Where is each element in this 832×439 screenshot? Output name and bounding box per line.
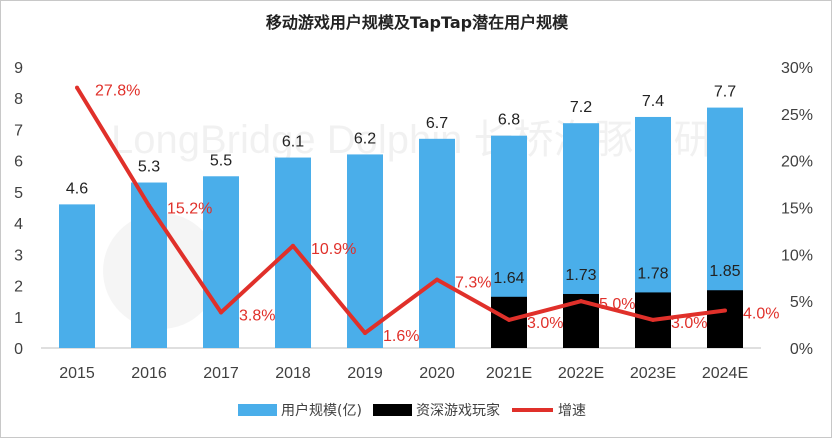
bar-label-core-players: 1.78 bbox=[637, 265, 668, 282]
right-tick-label: 10% bbox=[781, 247, 813, 264]
x-tick-label: 2017 bbox=[203, 365, 239, 382]
x-tick-label: 2019 bbox=[347, 365, 383, 382]
left-tick-label: 4 bbox=[14, 216, 23, 233]
growth-point bbox=[147, 203, 151, 208]
bar-core-players bbox=[707, 290, 743, 348]
bar-user-scale bbox=[419, 138, 455, 348]
growth-point bbox=[723, 308, 727, 313]
legend-label-user-scale: 用户规模(亿) bbox=[281, 402, 362, 419]
growth-line bbox=[75, 86, 726, 336]
right-tick-label: 5% bbox=[790, 294, 813, 311]
bar-label-core-players: 1.85 bbox=[709, 263, 740, 280]
left-tick-label: 7 bbox=[14, 122, 23, 139]
right-tick-label: 0% bbox=[790, 341, 813, 358]
growth-label: 1.6% bbox=[383, 328, 419, 345]
growth-label: 3.8% bbox=[239, 307, 275, 324]
x-tick-label: 2024E bbox=[702, 365, 748, 382]
bar-core-players bbox=[491, 296, 527, 348]
growth-label: 10.9% bbox=[311, 241, 356, 258]
growth-point bbox=[651, 317, 655, 322]
x-tick-label: 2023E bbox=[630, 365, 676, 382]
left-tick-label: 8 bbox=[14, 91, 23, 108]
bar-user-scale bbox=[203, 176, 239, 348]
legend-swatch-user-scale bbox=[238, 404, 277, 416]
growth-point bbox=[435, 277, 439, 282]
right-tick-label: 15% bbox=[781, 201, 813, 218]
left-tick-label: 0 bbox=[14, 341, 23, 358]
bar-label-user-scale: 7.2 bbox=[570, 99, 592, 116]
left-tick-label: 1 bbox=[14, 310, 23, 327]
left-tick-label: 5 bbox=[14, 185, 23, 202]
x-tick-label: 2015 bbox=[59, 365, 95, 382]
growth-point bbox=[579, 299, 583, 304]
x-tick-label: 2020 bbox=[419, 365, 455, 382]
series-growth bbox=[75, 85, 727, 336]
bar-user-scale bbox=[59, 204, 95, 348]
growth-data-labels: 27.8% 15.2% 3.8% 10.9% 1.6% 7.3% 3.0% 5.0% 3.0% 4… bbox=[95, 83, 779, 345]
right-tick-label: 25% bbox=[781, 107, 813, 124]
watermark-text: LongBridge Dolphin 长桥海豚投研 bbox=[111, 118, 713, 162]
legend-swatch-core-players bbox=[373, 404, 412, 416]
chart-title: 移动游戏用户规模及TapTap潜在用户规模 bbox=[266, 13, 569, 32]
bar-label-user-scale: 7.7 bbox=[714, 84, 736, 101]
bar-label-core-players: 1.73 bbox=[565, 267, 596, 284]
right-tick-label: 30% bbox=[781, 60, 813, 77]
x-tick-label: 2018 bbox=[275, 365, 311, 382]
growth-point bbox=[219, 310, 223, 315]
x-tick-label: 2016 bbox=[131, 365, 167, 382]
legend-label-core-players: 资深游戏玩家 bbox=[416, 402, 500, 419]
growth-point bbox=[75, 85, 79, 90]
left-tick-label: 9 bbox=[14, 60, 23, 77]
growth-point bbox=[363, 331, 367, 336]
bar-label-user-scale: 6.1 bbox=[282, 134, 304, 151]
right-axis: 0% 5% 10% 15% 20% 25% 30% bbox=[781, 60, 813, 358]
bar-label-user-scale: 7.4 bbox=[642, 93, 664, 110]
x-axis: 2015 2016 2017 2018 2019 2020 2021E 2022E 2023E 2… bbox=[59, 365, 748, 382]
bar-user-scale bbox=[131, 182, 167, 348]
bar-label-user-scale: 6.8 bbox=[498, 112, 520, 129]
left-tick-label: 6 bbox=[14, 154, 23, 171]
left-axis: 0 1 2 3 4 5 6 7 8 9 bbox=[14, 60, 23, 358]
bar-label-user-scale: 4.6 bbox=[66, 180, 88, 197]
bar-label-user-scale: 6.7 bbox=[426, 115, 448, 132]
x-tick-label: 2021E bbox=[486, 365, 532, 382]
growth-label: 7.3% bbox=[455, 275, 491, 292]
left-tick-label: 3 bbox=[14, 247, 23, 264]
bar-label-user-scale: 6.2 bbox=[354, 130, 376, 147]
legend: 用户规模(亿) 资深游戏玩家 增速 bbox=[238, 402, 586, 419]
bar-label-user-scale: 5.5 bbox=[210, 152, 232, 169]
left-tick-label: 2 bbox=[14, 279, 23, 296]
growth-label: 15.2% bbox=[167, 201, 212, 218]
bar-user-scale bbox=[275, 157, 311, 348]
growth-label: 5.0% bbox=[599, 296, 635, 313]
right-tick-label: 20% bbox=[781, 154, 813, 171]
bar-label-user-scale: 5.3 bbox=[138, 159, 160, 176]
growth-label: 3.0% bbox=[527, 315, 563, 332]
growth-label: 3.0% bbox=[671, 315, 707, 332]
bar-label-core-players: 1.64 bbox=[493, 270, 524, 287]
growth-point bbox=[507, 317, 511, 322]
legend-label-growth: 增速 bbox=[558, 403, 586, 419]
bar-data-labels: 4.6 5.3 5.5 6.1 6.2 6.7 6.8 7.2 7.4 7.7 1.64 1.73 1.… bbox=[66, 84, 741, 287]
x-tick-label: 2022E bbox=[558, 365, 604, 382]
growth-label: 4.0% bbox=[743, 306, 779, 323]
growth-label: 27.8% bbox=[95, 83, 140, 100]
growth-point bbox=[291, 243, 295, 248]
